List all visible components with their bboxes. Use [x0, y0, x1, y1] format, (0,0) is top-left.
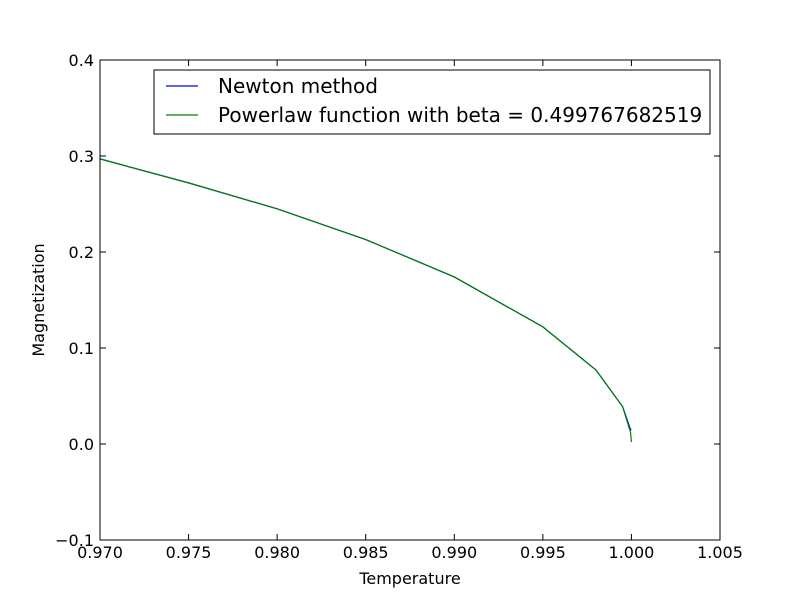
legend-label-newton: Newton method [218, 74, 378, 98]
y-tick-label: 0.4 [69, 51, 94, 70]
x-tick-label: 0.970 [77, 543, 123, 562]
legend: Newton method Powerlaw function with bet… [153, 69, 711, 135]
y-tick-label: 0.3 [69, 147, 94, 166]
y-tick-label: −0.1 [55, 531, 94, 550]
x-tick-label: 0.975 [166, 543, 212, 562]
legend-label-powerlaw: Powerlaw function with beta = 0.49976768… [218, 103, 702, 127]
series-layer [99, 158, 633, 443]
legend-box [153, 69, 711, 135]
y-tick-label: 0.1 [69, 339, 94, 358]
y-tick-label: 0.2 [69, 243, 94, 262]
y-axis-label: Magnetization [29, 243, 48, 356]
x-tick-label: 0.995 [520, 543, 566, 562]
ticks-layer: 0.970 0.975 0.980 0.985 0.990 0.995 1.000 1.005… [55, 51, 743, 562]
x-tick-label: 0.990 [431, 543, 477, 562]
x-tick-label: 0.985 [343, 543, 389, 562]
x-tick-label: 1.005 [697, 543, 743, 562]
x-tick-label: 0.980 [254, 543, 300, 562]
x-axis-label: Temperature [358, 569, 460, 588]
y-tick-label: 0.0 [69, 435, 94, 454]
plot-frame [99, 59, 721, 541]
series-line-powerlaw [99, 158, 633, 443]
x-tick-label: 1.000 [609, 543, 655, 562]
